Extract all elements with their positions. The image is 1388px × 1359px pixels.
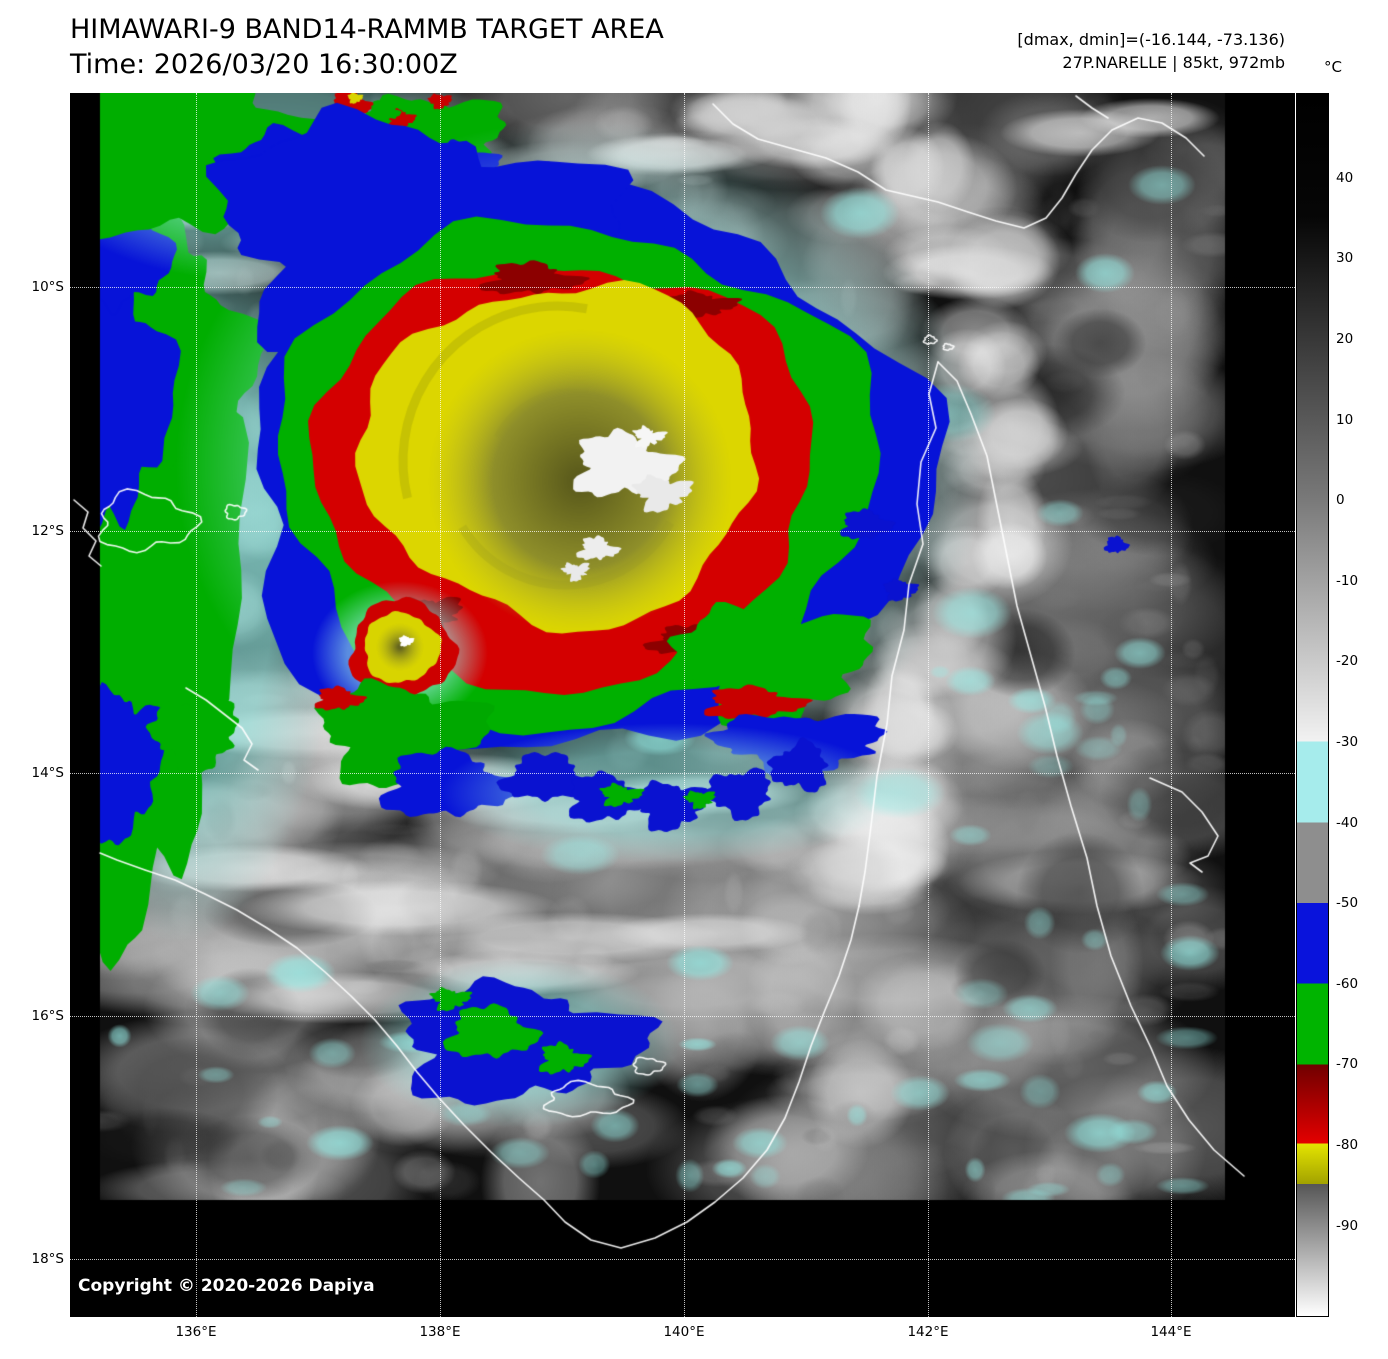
colorbar-tick-label: -60 [1336,975,1359,992]
colorbar-tick-label: 10 [1336,411,1354,428]
copyright-label: Copyright © 2020-2026 Dapiya [78,1276,375,1296]
title-block: HIMAWARI-9 BAND14-RAMMB TARGET AREA Time… [70,12,664,82]
colorbar-tick-label: -70 [1336,1056,1359,1073]
lon-tick-label: 144°E [1150,1324,1192,1340]
colorbar-tick-label: -30 [1336,733,1359,750]
colorbar [1296,93,1329,1317]
lon-tick-label: 140°E [663,1324,705,1340]
colorbar-unit-label: °C [1324,58,1342,76]
lat-tick-label: 10°S [31,279,65,295]
lon-tick-label: 142°E [907,1324,949,1340]
lat-tick-label: 16°S [31,1008,65,1024]
colorbar-tick-label: -20 [1336,653,1359,670]
lon-tick-label: 138°E [419,1324,461,1340]
lat-tick-label: 12°S [31,523,65,539]
lon-tick-label: 136°E [175,1324,217,1340]
colorbar-tick-label: -80 [1336,1137,1359,1154]
storm-info-readout: 27P.NARELLE | 85kt, 972mb [1062,53,1285,72]
info-block: [dmax, dmin]=(-16.144, -73.136) 27P.NARE… [1017,28,1285,74]
colorbar-tick-label: -50 [1336,895,1359,912]
dmax-dmin-readout: [dmax, dmin]=(-16.144, -73.136) [1017,30,1285,49]
colorbar-tick-label: 20 [1336,330,1354,347]
colorbar-tick-label: -90 [1336,1217,1359,1234]
colorbar-tick-label: -10 [1336,572,1359,589]
timestamp-label: Time: 2026/03/20 16:30:00Z [70,49,458,80]
colorbar-tick-label: 0 [1336,492,1345,509]
lat-tick-label: 18°S [31,1251,65,1267]
colorbar-tick-label: 30 [1336,250,1354,267]
satellite-image-canvas [70,93,1295,1317]
colorbar-tick-label: 40 [1336,169,1354,186]
lat-tick-label: 14°S [31,765,65,781]
page-title: HIMAWARI-9 BAND14-RAMMB TARGET AREA [70,14,664,45]
colorbar-tick-label: -40 [1336,814,1359,831]
map-plot-area: Copyright © 2020-2026 Dapiya [70,93,1295,1317]
